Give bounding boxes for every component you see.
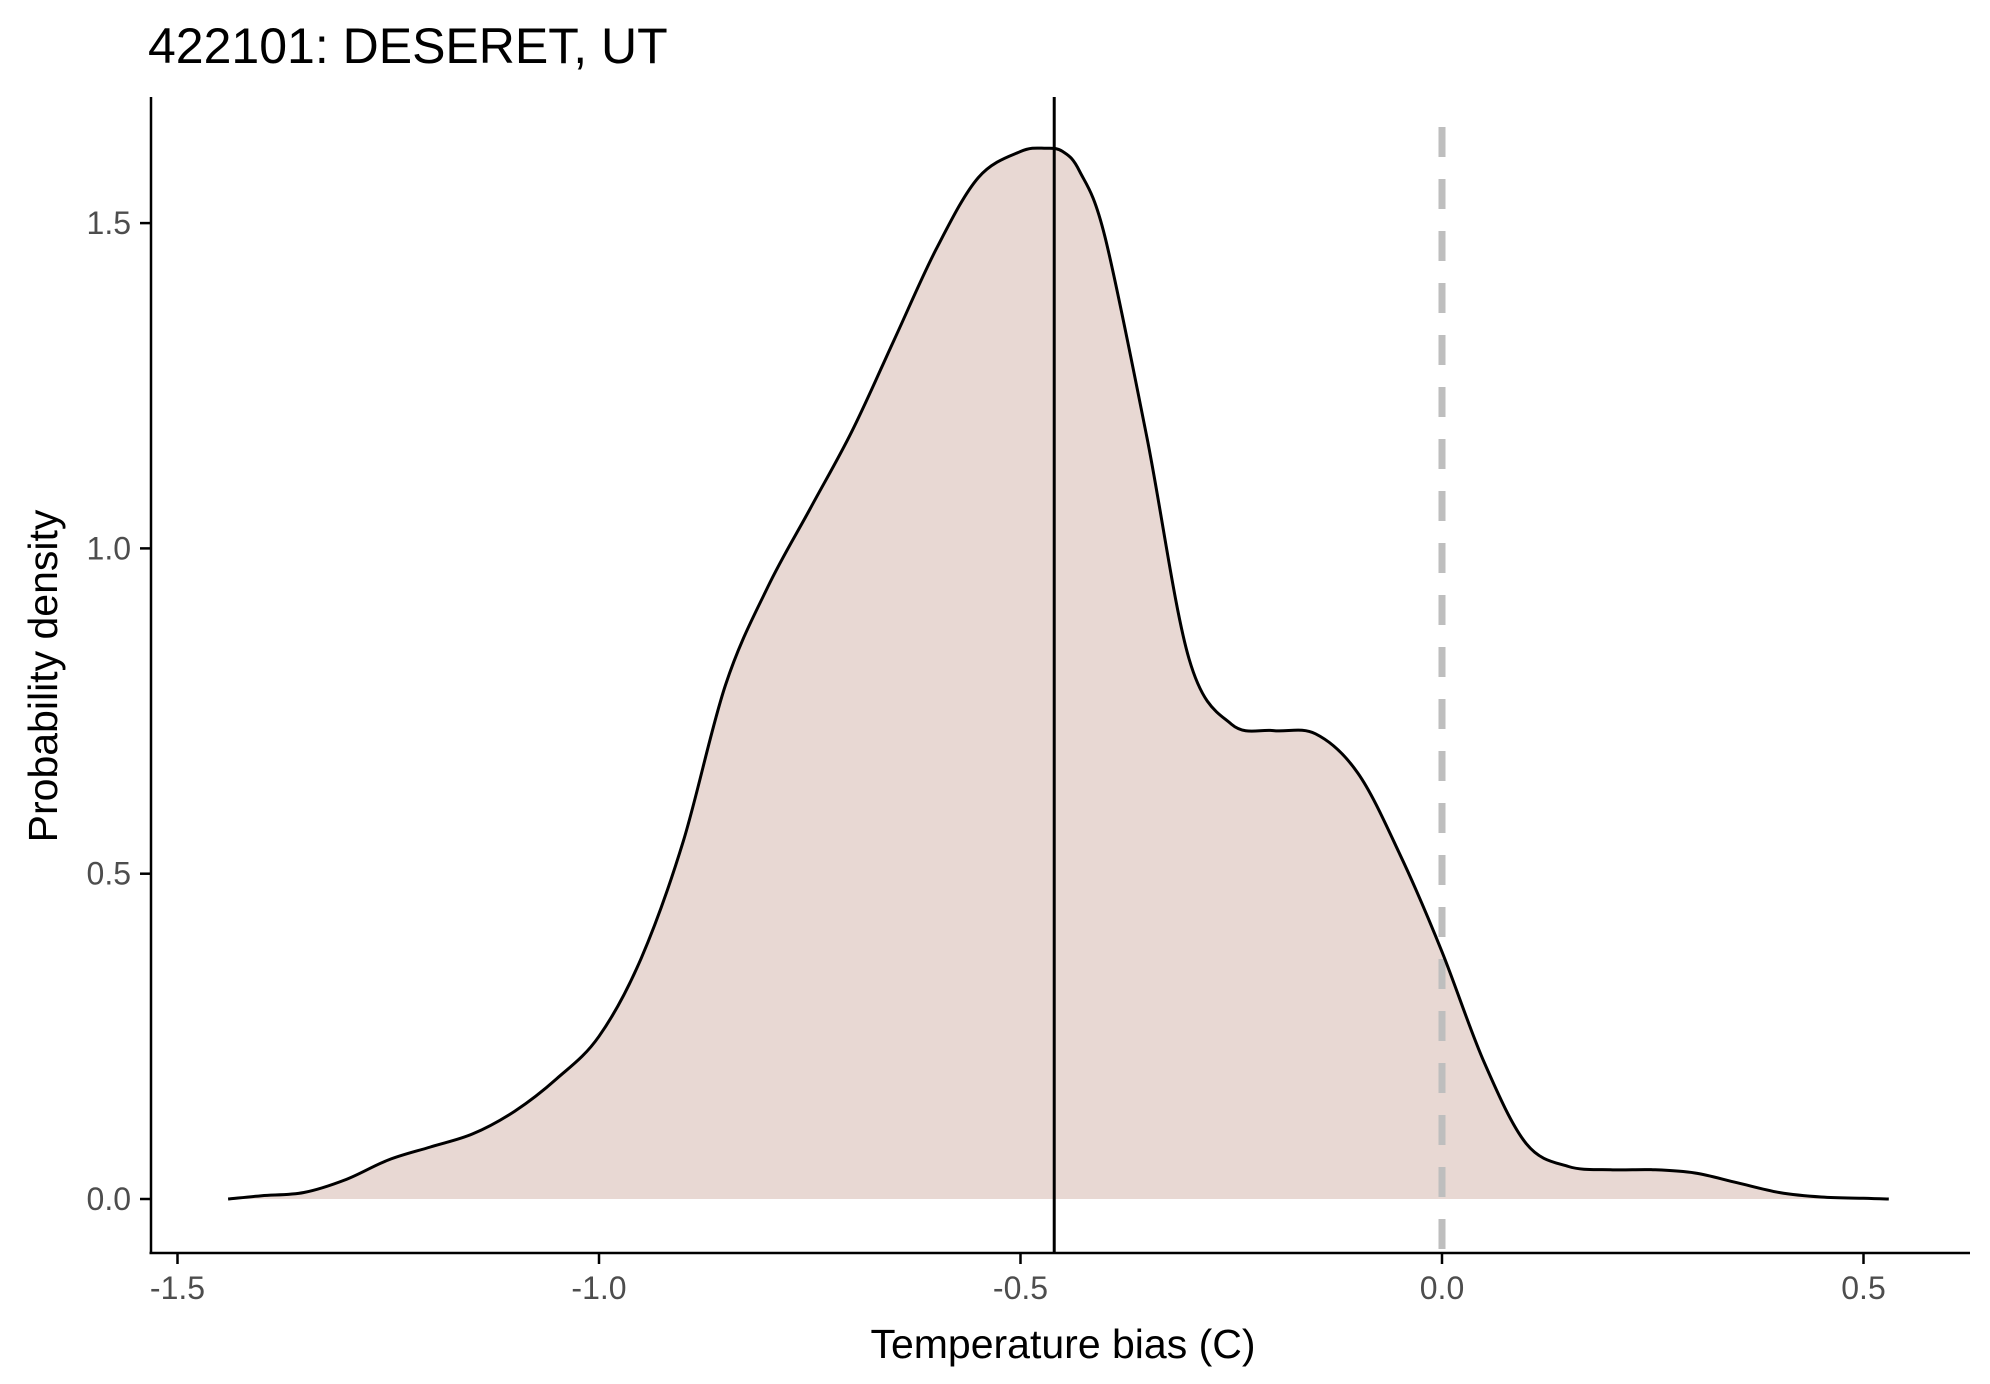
x-axis-title: Temperature bias (C) xyxy=(870,1321,1255,1367)
x-tick-label: -1.5 xyxy=(150,1270,205,1306)
x-tick-label: 0.5 xyxy=(1841,1270,1885,1306)
chart-title: 422101: DESERET, UT xyxy=(148,18,668,74)
x-tick-label: -1.0 xyxy=(571,1270,626,1306)
x-tick-label: 0.0 xyxy=(1420,1270,1464,1306)
y-tick-label: 0.0 xyxy=(87,1181,131,1217)
density-fill-area xyxy=(228,148,1889,1200)
plot-area xyxy=(227,97,1889,1254)
y-tick-label: 0.5 xyxy=(87,856,131,892)
y-tick-label: 1.0 xyxy=(87,530,131,566)
x-axis-ticks: -1.5 -1.0 -0.5 0.0 0.5 xyxy=(150,1254,1886,1306)
x-tick-label: -0.5 xyxy=(993,1270,1048,1306)
y-axis-ticks: 0.0 0.5 1.0 1.5 xyxy=(87,205,151,1217)
density-curve xyxy=(227,146,1889,1201)
y-tick-label: 1.5 xyxy=(87,205,131,241)
y-axis-title: Probability density xyxy=(20,509,66,842)
